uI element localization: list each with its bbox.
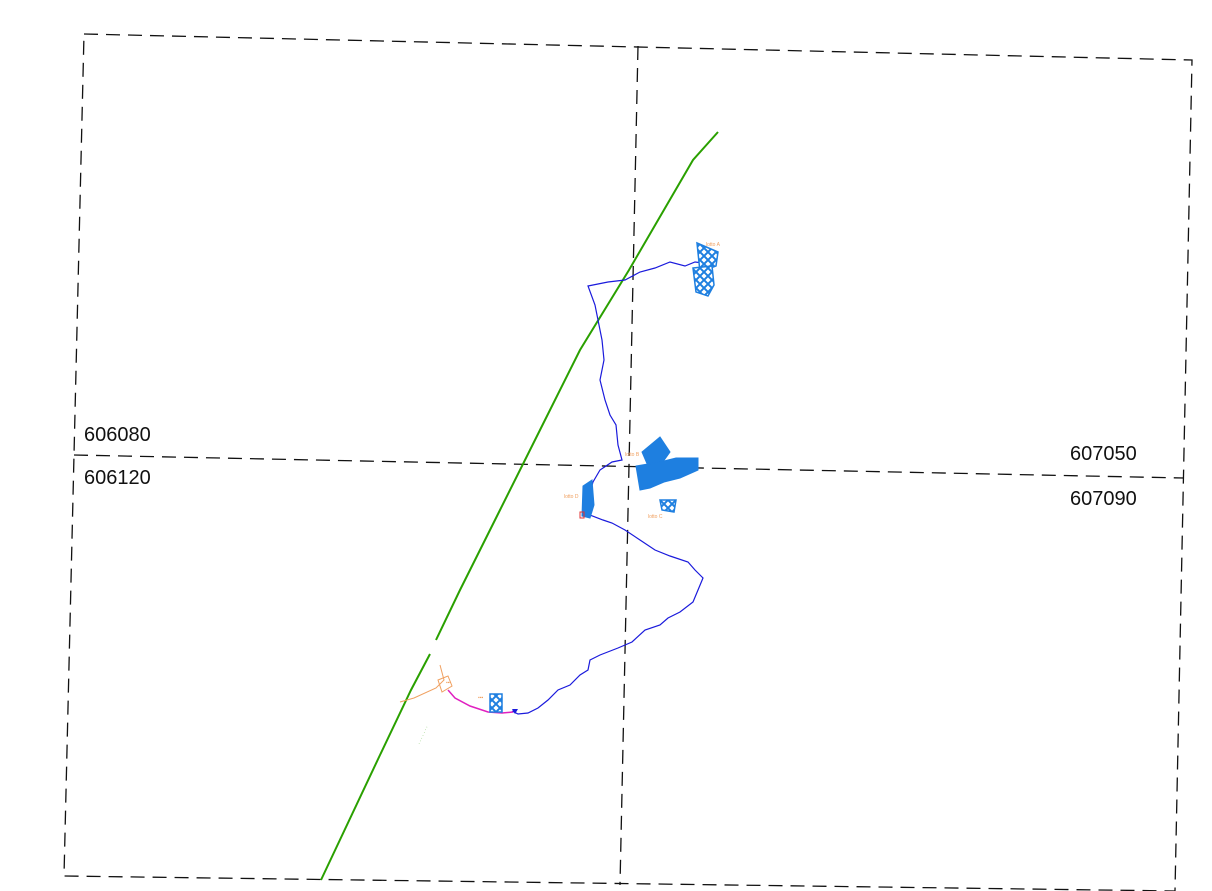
- terminal-marker: [512, 709, 518, 714]
- lotto-c-label: lotto C: [648, 514, 663, 520]
- sheet-frame: [63, 33, 1193, 891]
- grid-label-left-lower: 606120: [84, 467, 151, 489]
- parcel-lotto-d: [581, 479, 595, 519]
- lotto-d-label: lotto D: [564, 494, 579, 500]
- parcel-lotto-a-upper: [696, 241, 719, 274]
- green-boundary-line: [435, 131, 719, 641]
- green-line-label: · · · · · · ·: [416, 725, 430, 746]
- grid-line-horizontal: [73, 454, 1185, 479]
- grid-label-left-upper: 606080: [84, 424, 151, 446]
- grid-line-vertical: [619, 45, 639, 886]
- orange-feeder-line: [399, 664, 445, 703]
- grid-label-right-upper: 607050: [1070, 443, 1137, 465]
- red-marker-d: [579, 511, 585, 519]
- parcel-lotto-b-main: [635, 457, 699, 491]
- facility-label-1: ▪▪▪: [446, 680, 452, 686]
- blue-route-path: [511, 261, 713, 715]
- green-boundary-line-south: [320, 653, 431, 881]
- magenta-connector: [447, 689, 514, 714]
- lotto-a-label: lotto A: [706, 242, 721, 248]
- orange-node: [437, 675, 453, 693]
- parcel-lotto-a-lower: [692, 265, 715, 297]
- lotto-b-label: lotto B: [625, 452, 640, 458]
- parcel-lotto-c: [659, 499, 677, 513]
- facility-label-2: ▪▪▪: [478, 695, 484, 701]
- grid-label-right-lower: 607090: [1070, 488, 1137, 510]
- hatched-site: [489, 693, 503, 713]
